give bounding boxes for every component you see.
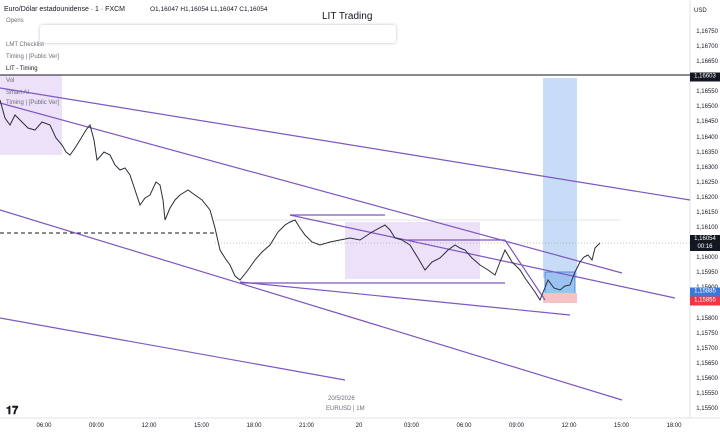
price-series <box>0 99 601 302</box>
price-label: 1,16350 <box>696 149 718 156</box>
zone <box>345 222 480 279</box>
last-price: 1,16054 <box>694 236 716 242</box>
zone <box>0 75 62 155</box>
price-label: 1,16150 <box>696 209 718 216</box>
time-label: 18:00 <box>666 423 682 429</box>
price-label: 1,16750 <box>696 29 718 35</box>
price-label: 1,15650 <box>696 360 718 367</box>
currency[interactable]: USD <box>694 8 707 14</box>
footer-date: 20/5/2026 <box>328 396 355 402</box>
price-label: 1,16000 <box>696 255 718 262</box>
last-price-tag: 1,16054 00:16 <box>690 235 720 251</box>
price-label: 1,15700 <box>696 345 718 352</box>
indicator: LMT Checklist <box>6 42 44 48</box>
price-label: 1,16650 <box>696 59 718 66</box>
footer-symbol: EURUSD | 1M <box>326 406 365 412</box>
price-label: 1,16250 <box>696 179 718 186</box>
price-label: 1,16550 <box>696 89 718 96</box>
indicator: Smart AI <box>6 90 30 96</box>
time-label: 15:00 <box>193 423 210 429</box>
indicator: Timing | [Public Ver] <box>6 100 60 106</box>
drawing-toolbar[interactable] <box>40 25 396 43</box>
price-label: 1,16200 <box>696 194 718 201</box>
price-label: 1,15500 <box>696 406 718 412</box>
price-label: 1,15750 <box>696 330 718 337</box>
time-label: 12:00 <box>141 423 157 429</box>
time-label: 12:00 <box>561 423 577 429</box>
time-label: 06:00 <box>456 423 472 429</box>
price-label: 1,16700 <box>696 44 718 51</box>
time-label: 15:00 <box>613 423 630 429</box>
price-label: 1,16400 <box>696 134 718 141</box>
indicator: LIT - Timing <box>6 66 38 72</box>
blue-tag: 1,15885 <box>690 287 720 297</box>
time-label: 03:00 <box>403 423 420 429</box>
price-label: 1,16300 <box>696 164 718 171</box>
time-label: 06:00 <box>36 423 52 429</box>
indicator: Opens <box>6 18 24 24</box>
price-label: 1,15550 <box>696 390 718 397</box>
price-label: 1,15800 <box>696 315 718 322</box>
time-label: 09:00 <box>508 423 525 429</box>
indicator: Timing | [Public Ver] <box>6 54 60 60</box>
indicator: Vol <box>6 78 15 84</box>
level-tag: 1,16603 <box>690 72 720 82</box>
time-label: 18:00 <box>246 423 262 429</box>
trend-lines <box>0 87 691 401</box>
chart-title: LIT Trading <box>322 11 373 22</box>
red-tag: 1,15855 <box>690 296 720 306</box>
position-stop <box>543 293 577 303</box>
price-label: 1,16100 <box>696 225 718 232</box>
price-label: 1,16450 <box>696 119 718 126</box>
price-label: 1,16500 <box>696 104 718 111</box>
price-label: 1,15600 <box>696 375 718 382</box>
symbol[interactable]: Euro/Dólar estadounidense · 1 · FXCM <box>4 6 125 13</box>
logo[interactable]: 𝟏𝟕 <box>6 405 19 417</box>
time-label: 20 <box>355 423 363 429</box>
time-label: 21:00 <box>298 423 315 429</box>
position-target <box>543 78 577 278</box>
ohlc: O1,16047 H1,16054 L1,16047 C1,16054 <box>150 6 268 13</box>
price-label: 1,15950 <box>696 270 718 277</box>
time-label: 09:00 <box>88 423 105 429</box>
countdown: 00:16 <box>697 244 713 250</box>
